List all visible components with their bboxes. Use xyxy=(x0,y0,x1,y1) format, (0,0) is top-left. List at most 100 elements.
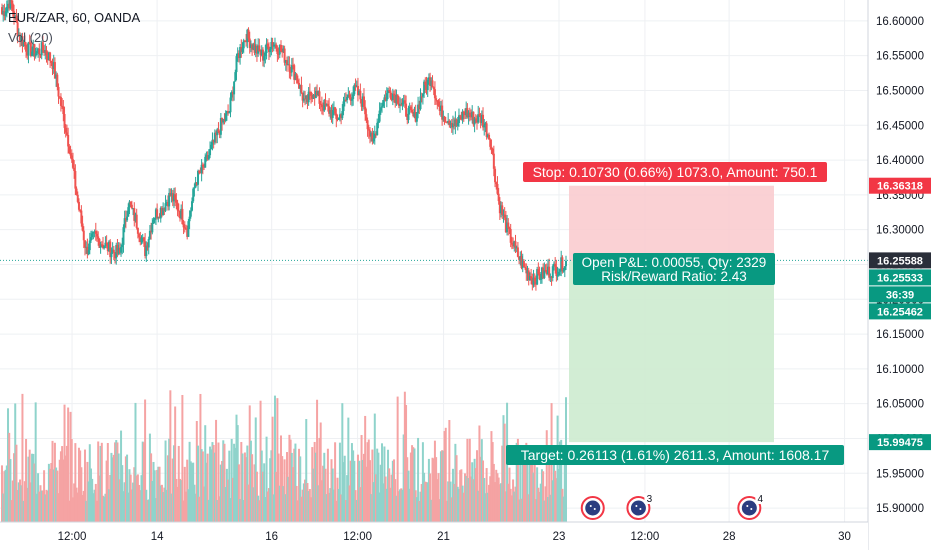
candle xyxy=(251,43,254,56)
candle-body xyxy=(476,119,479,123)
volume-bar xyxy=(254,417,257,522)
candle-body xyxy=(186,229,189,237)
economic-event-icon[interactable] xyxy=(580,496,605,520)
candle-body xyxy=(501,205,504,215)
candle xyxy=(346,94,349,104)
candle xyxy=(526,265,529,281)
economic-event-icon[interactable]: 4 xyxy=(737,493,766,520)
candle xyxy=(409,105,412,113)
candle-body xyxy=(93,231,96,233)
candle xyxy=(189,207,192,219)
candle-body xyxy=(332,107,335,111)
volume-bar xyxy=(151,480,154,522)
volume-bar xyxy=(21,393,24,522)
candle xyxy=(141,233,144,244)
candle xyxy=(146,242,149,251)
candle xyxy=(153,217,156,224)
candle xyxy=(186,225,189,240)
candle xyxy=(193,183,196,197)
candle-body xyxy=(550,276,553,278)
volume-bar xyxy=(111,457,114,522)
candle xyxy=(540,266,543,284)
volume-bar xyxy=(104,493,107,522)
candle xyxy=(74,164,77,196)
candle-body xyxy=(492,153,495,169)
candle xyxy=(47,51,50,61)
candle-body xyxy=(237,53,240,58)
candle-body xyxy=(222,118,225,123)
volume-bar xyxy=(236,425,239,522)
candle xyxy=(438,98,441,116)
candle xyxy=(349,93,352,106)
candle-body xyxy=(537,269,540,275)
candle-body xyxy=(19,34,22,41)
candle-body xyxy=(151,222,154,233)
volume-bar xyxy=(77,447,80,522)
volume-bar xyxy=(524,461,527,522)
candle-body xyxy=(76,194,79,202)
volume-bar xyxy=(306,483,309,522)
candle xyxy=(293,63,296,85)
volume-bar xyxy=(546,497,549,522)
candle-body xyxy=(3,11,6,16)
candle-body xyxy=(71,159,74,168)
pnl-label[interactable]: Open P&L: 0.00055, Qty: 2329Risk/Reward … xyxy=(573,253,775,285)
candle-body xyxy=(496,183,499,194)
candle-body xyxy=(74,171,77,189)
candle xyxy=(421,93,424,105)
candle xyxy=(550,275,553,286)
candle-body xyxy=(515,247,518,249)
volume-bar xyxy=(29,482,32,522)
candle xyxy=(265,38,268,60)
volume-bar xyxy=(563,464,566,522)
candle xyxy=(169,188,172,197)
candle xyxy=(373,125,376,145)
volume-bar xyxy=(359,487,362,522)
volume-bar xyxy=(154,498,157,522)
volume-bar xyxy=(450,497,453,522)
candle-body xyxy=(300,84,303,93)
volume-bar xyxy=(502,415,505,522)
target-label[interactable]: Target: 0.26113 (1.61%) 2611.3, Amount: … xyxy=(506,445,844,465)
candle-body xyxy=(169,192,172,196)
volume-bar xyxy=(247,484,250,522)
candle xyxy=(76,191,79,204)
candle xyxy=(442,110,445,122)
candle xyxy=(479,113,482,129)
volume-bar xyxy=(172,445,175,522)
symbol-label[interactable]: EUR/ZAR, 60, OANDA xyxy=(8,10,141,25)
candle xyxy=(486,133,489,139)
candle xyxy=(282,45,285,54)
economic-event-icon[interactable]: 3 xyxy=(626,493,655,520)
candle-body xyxy=(335,113,338,119)
candle xyxy=(148,225,151,240)
volume-bar xyxy=(362,453,365,522)
candle-body xyxy=(254,46,257,53)
candle-body xyxy=(139,237,142,242)
candle xyxy=(21,32,24,53)
candle-body xyxy=(563,266,566,271)
candle xyxy=(227,104,230,116)
candle xyxy=(477,105,480,124)
volume-bar xyxy=(132,482,135,522)
candle-body xyxy=(349,97,352,101)
candle-body xyxy=(436,100,439,102)
volume-bar xyxy=(138,484,141,522)
volume-bar xyxy=(307,491,310,522)
candle xyxy=(15,9,18,23)
volume-indicator-label[interactable]: Vol (20) xyxy=(8,30,53,45)
volume-bar xyxy=(127,492,130,522)
volume-bar xyxy=(33,463,36,522)
event-flag-icon xyxy=(630,500,646,516)
candle xyxy=(89,230,92,243)
candle xyxy=(385,87,388,108)
candle-body xyxy=(347,94,350,98)
volume-bar xyxy=(457,488,460,522)
candle-body xyxy=(431,80,434,88)
candle-body xyxy=(176,202,179,211)
candle-body xyxy=(228,112,231,114)
stop-label[interactable]: Stop: 0.10730 (0.66%) 1073.0, Amount: 75… xyxy=(523,162,827,182)
candle-body xyxy=(401,102,404,105)
